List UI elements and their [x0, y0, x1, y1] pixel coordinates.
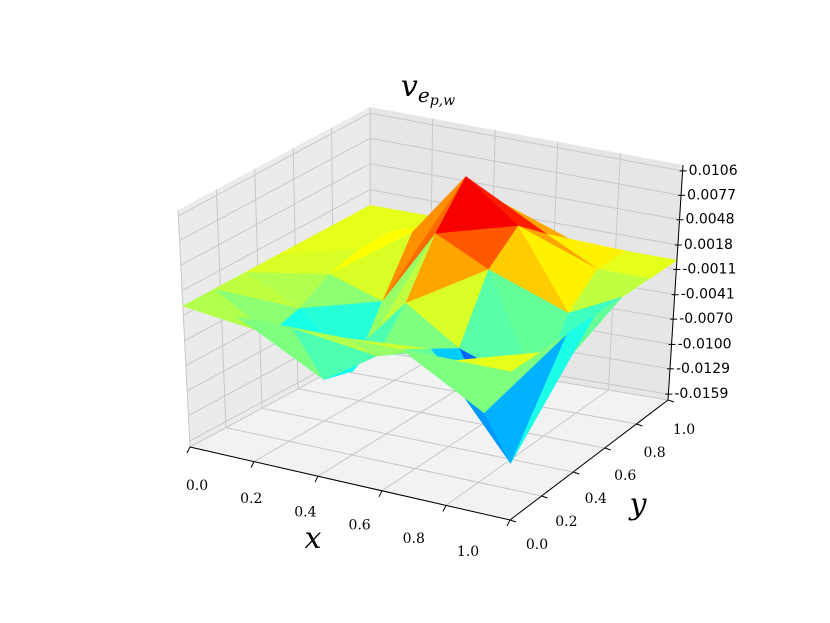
grid-line	[261, 407, 574, 473]
surface-facet	[456, 352, 540, 372]
grid-line	[181, 189, 371, 292]
x-tick-label: 0.8	[403, 531, 425, 547]
y-tick	[573, 471, 580, 475]
x-tick	[250, 461, 255, 468]
grid-line	[253, 359, 430, 463]
z-tick-label: 0.0077	[687, 187, 736, 203]
y-tick	[636, 423, 643, 427]
title-base: v	[401, 69, 418, 104]
x-tick-label: 0.4	[294, 504, 316, 520]
title-sub: e	[418, 83, 430, 107]
y-tick-label: 0.2	[555, 514, 577, 530]
axes: 0.0 0.2 0.4 0.6 0.8 1.0 0.0 0.2 0.4 0.6 0.8 1.0 -0.0…	[186, 163, 738, 560]
x-tick	[378, 490, 383, 498]
x-tick	[314, 475, 319, 483]
z-tick-label: 0.0018	[684, 237, 733, 253]
z-tick-label: -0.0041	[681, 287, 735, 303]
x-axis-line	[189, 446, 511, 521]
title-subsub: p,w	[430, 93, 455, 109]
z-tick-label: -0.0129	[676, 361, 730, 377]
y-tick-label: 1.0	[673, 422, 695, 438]
x-tick	[506, 519, 511, 527]
y-tick	[509, 519, 517, 523]
grid-line	[225, 427, 542, 497]
x-tick	[186, 446, 191, 454]
y-axis-label: y	[628, 487, 648, 522]
y-tick	[541, 495, 548, 499]
grid-line	[297, 388, 605, 449]
x-axis-label: x	[305, 521, 322, 556]
grid-line	[179, 137, 371, 242]
z-tick-label: -0.0011	[682, 261, 736, 277]
y-tick-label: 0.4	[585, 491, 607, 507]
y-tick-label: 0.6	[614, 468, 636, 484]
z-tick-label: 0.0048	[686, 212, 735, 228]
grid-line	[369, 163, 680, 221]
z-tick-label: 0.0106	[689, 163, 738, 179]
grid-line	[369, 112, 683, 172]
grid-line	[369, 137, 682, 196]
y-axis-line	[509, 399, 669, 521]
y-tick	[604, 447, 611, 451]
x-tick-label: 0.2	[240, 491, 262, 507]
grid-line	[180, 163, 371, 266]
x-tick-label: 0.0	[186, 478, 208, 494]
grid-line	[177, 209, 191, 448]
z-tick-label: -0.0100	[678, 336, 732, 352]
grid-line	[445, 389, 609, 506]
x-tick	[442, 505, 447, 512]
y-tick-label: 0.8	[643, 445, 665, 461]
x-tick-label: 0.6	[348, 518, 370, 534]
y-tick-label: 0.0	[526, 537, 548, 553]
z-tick-label: -0.0070	[679, 311, 733, 327]
x-tick-label: 1.0	[457, 544, 479, 560]
surface	[182, 176, 678, 464]
chart-title: vep,w	[401, 69, 455, 109]
grid-line	[178, 112, 371, 217]
z-axis-line	[667, 164, 684, 401]
y-tick	[667, 399, 675, 403]
z-tick-label: -0.0159	[674, 386, 728, 402]
